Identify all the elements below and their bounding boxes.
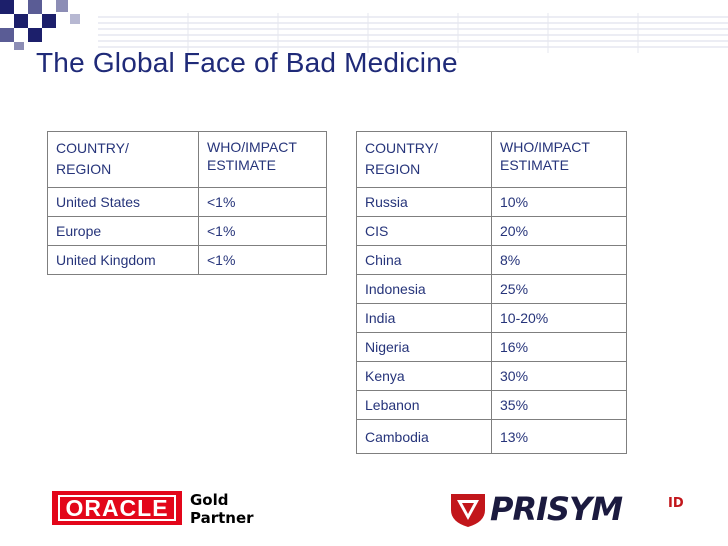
header-estimate-line: ESTIMATE bbox=[500, 157, 569, 173]
table-row: Nigeria 16% bbox=[356, 332, 627, 362]
header-country-line: COUNTRY/ bbox=[365, 140, 438, 156]
decorative-checker-pattern bbox=[0, 0, 90, 50]
table-header-row: COUNTRY/ REGION WHO/IMPACT ESTIMATE bbox=[356, 131, 627, 188]
header-estimate-line: ESTIMATE bbox=[207, 157, 276, 173]
region-cell: Europe bbox=[47, 216, 199, 246]
estimate-cell: 25% bbox=[491, 274, 627, 304]
estimate-cell: <1% bbox=[198, 216, 327, 246]
region-cell: CIS bbox=[356, 216, 492, 246]
estimate-cell: 20% bbox=[491, 216, 627, 246]
table-row: United Kingdom <1% bbox=[47, 245, 327, 275]
oracle-logo: ORACLE bbox=[52, 491, 182, 525]
table-row: Cambodia 13% bbox=[356, 419, 627, 454]
estimate-cell: 10% bbox=[491, 187, 627, 217]
table-header-row: COUNTRY/ REGION WHO/IMPACT ESTIMATE bbox=[47, 131, 327, 188]
table-row: Kenya 30% bbox=[356, 361, 627, 391]
header-country-region: COUNTRY/ REGION bbox=[356, 131, 492, 188]
decorative-header-grid bbox=[98, 13, 728, 53]
header-country-line: COUNTRY/ bbox=[56, 140, 129, 156]
header-who-impact-estimate: WHO/IMPACT ESTIMATE bbox=[491, 131, 627, 188]
estimate-cell: 13% bbox=[491, 419, 627, 454]
region-cell: United States bbox=[47, 187, 199, 217]
region-estimate-table-left: COUNTRY/ REGION WHO/IMPACT ESTIMATE Unit… bbox=[47, 131, 327, 275]
table-row: Europe <1% bbox=[47, 216, 327, 246]
estimate-cell: 10-20% bbox=[491, 303, 627, 333]
header-region-line: REGION bbox=[365, 161, 421, 177]
region-cell: India bbox=[356, 303, 492, 333]
header-who-impact-estimate: WHO/IMPACT ESTIMATE bbox=[198, 131, 327, 188]
table-row: China 8% bbox=[356, 245, 627, 275]
region-cell: United Kingdom bbox=[47, 245, 199, 275]
partner-label: Partner bbox=[190, 509, 254, 527]
region-cell: Lebanon bbox=[356, 390, 492, 420]
region-cell: Indonesia bbox=[356, 274, 492, 304]
table-row: Lebanon 35% bbox=[356, 390, 627, 420]
gold-label: Gold bbox=[190, 491, 229, 509]
region-cell: Kenya bbox=[356, 361, 492, 391]
estimate-cell: 16% bbox=[491, 332, 627, 362]
prisym-logo-text: PRISYM bbox=[490, 490, 623, 528]
estimate-cell: 8% bbox=[491, 245, 627, 275]
table-row: United States <1% bbox=[47, 187, 327, 217]
table-row: CIS 20% bbox=[356, 216, 627, 246]
table-row: Russia 10% bbox=[356, 187, 627, 217]
region-cell: China bbox=[356, 245, 492, 275]
region-cell: Russia bbox=[356, 187, 492, 217]
estimate-cell: <1% bbox=[198, 187, 327, 217]
region-cell: Nigeria bbox=[356, 332, 492, 362]
region-estimate-table-right: COUNTRY/ REGION WHO/IMPACT ESTIMATE Russ… bbox=[356, 131, 627, 454]
prisym-shield-icon bbox=[451, 494, 485, 527]
header-region-line: REGION bbox=[56, 161, 112, 177]
table-row: India 10-20% bbox=[356, 303, 627, 333]
estimate-cell: 35% bbox=[491, 390, 627, 420]
slide-title: The Global Face of Bad Medicine bbox=[36, 47, 458, 78]
estimate-cell: 30% bbox=[491, 361, 627, 391]
gold-partner-label: Gold Partner bbox=[190, 491, 254, 527]
header-who-impact-line: WHO/IMPACT bbox=[500, 139, 590, 155]
prisym-logo-suffix: ID bbox=[668, 496, 684, 511]
estimate-cell: <1% bbox=[198, 245, 327, 275]
header-country-region: COUNTRY/ REGION bbox=[47, 131, 199, 188]
table-row: Indonesia 25% bbox=[356, 274, 627, 304]
oracle-logo-text: ORACLE bbox=[58, 495, 176, 521]
region-cell: Cambodia bbox=[356, 419, 492, 454]
header-who-impact-line: WHO/IMPACT bbox=[207, 139, 297, 155]
